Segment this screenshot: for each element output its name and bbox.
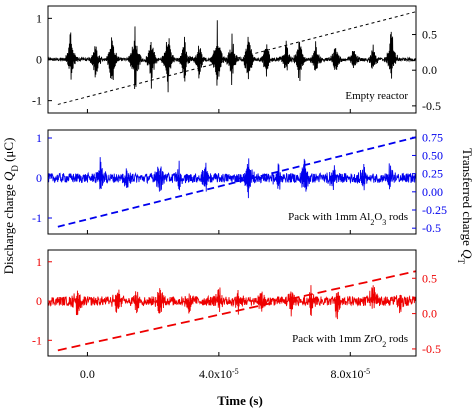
x-tick-label: 0.0	[80, 367, 95, 381]
right-tick-label: 0.0	[422, 307, 437, 321]
right-tick-label: 0.5	[422, 271, 437, 285]
y-axis-right-label: Transferred charge QT	[456, 148, 474, 264]
left-tick-label: -1	[32, 333, 42, 347]
x-axis-label: Time (s)	[217, 393, 263, 408]
panel-frame-2	[47, 129, 417, 235]
right-tick-label: -0.25	[422, 203, 447, 217]
right-tick-label: -0.5	[422, 221, 441, 235]
discharge-trace-3	[47, 285, 417, 320]
x-tick-label: 8.0x10-5	[330, 367, 370, 382]
left-tick-label: 0	[36, 53, 42, 67]
left-tick-label: 0	[36, 171, 42, 185]
right-tick-label: 0.0	[422, 63, 437, 77]
left-tick-label: -1	[32, 211, 42, 225]
discharge-trace-2	[47, 157, 417, 199]
left-tick-label: 1	[36, 11, 42, 25]
panel-3: -1 0 1 -0.5 0.0 0.5 Pack with 1mm ZrO2 rods	[32, 249, 441, 357]
right-tick-label: 0.00	[422, 185, 443, 199]
transferred-trace-1	[57, 11, 417, 105]
left-tick-label: 1	[36, 255, 42, 269]
y-axis-left-label: Discharge charge QD (μC)	[1, 138, 20, 275]
right-tick-label: 0.5	[422, 28, 437, 42]
x-tick-label: 4.0x10-5	[199, 367, 239, 382]
left-tick-label: -1	[32, 94, 42, 108]
panel-frame-3	[47, 249, 417, 357]
right-tick-label: 0.50	[422, 148, 443, 162]
right-tick-label: -0.5	[422, 342, 441, 356]
left-tick-label: 1	[36, 131, 42, 145]
panel-annotation-3: Pack with 1mm ZrO2 rods	[292, 333, 408, 349]
discharge-trace-1	[47, 20, 417, 93]
panel-1: -1 0 1 -0.5 0.0 0.5 Empty reactor	[32, 5, 441, 114]
right-tick-label: -0.5	[422, 99, 441, 113]
panel-annotation-2: Pack with 1mm Al2O3 rods	[288, 211, 408, 227]
panel-2: -1 0 1 -0.5 -0.25 0.00 0.25 0.50 0.75 Pack with 1…	[32, 129, 447, 235]
right-tick-label: 0.25	[422, 167, 443, 181]
transferred-trace-3	[57, 270, 417, 352]
transferred-trace-2	[57, 136, 417, 228]
panel-annotation-1: Empty reactor	[345, 90, 408, 102]
right-tick-label: 0.75	[422, 130, 443, 144]
left-tick-label: 0	[36, 294, 42, 308]
